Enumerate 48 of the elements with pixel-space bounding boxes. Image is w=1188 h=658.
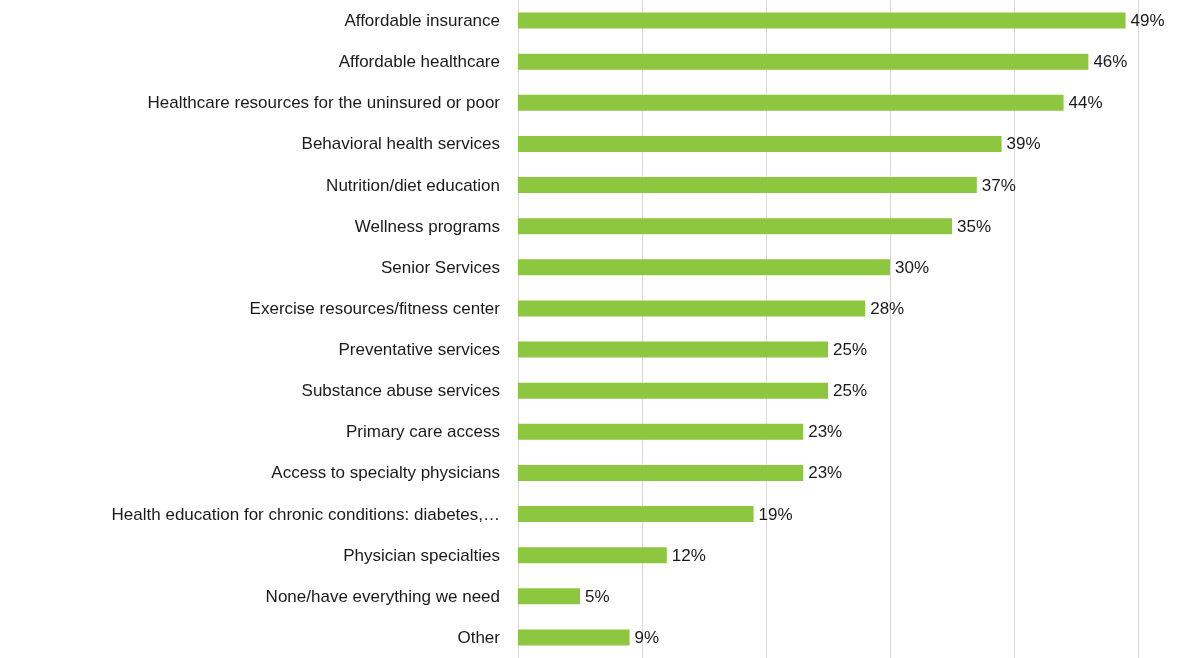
y-tick-label: Other — [457, 627, 501, 647]
y-tick-label: Nutrition/diet education — [326, 175, 500, 195]
bar — [518, 547, 667, 564]
y-tick-label: Wellness programs — [354, 216, 500, 236]
y-tick-label: Physician specialties — [343, 545, 500, 565]
y-tick-label: Access to specialty physicians — [271, 463, 500, 483]
data-label: 12% — [671, 545, 706, 565]
data-label: 28% — [870, 298, 905, 318]
bar — [518, 218, 952, 235]
data-label: 23% — [808, 422, 843, 442]
y-tick-label: Exercise resources/fitness center — [249, 298, 501, 318]
y-tick-label: Behavioral health services — [301, 134, 500, 154]
y-tick-label: Primary care access — [346, 422, 500, 442]
bar — [518, 177, 977, 194]
bar — [518, 53, 1089, 70]
bar — [518, 588, 580, 605]
bar — [518, 300, 866, 317]
bar — [518, 341, 828, 358]
bar — [518, 464, 804, 481]
y-tick-label: Preventative services — [338, 340, 500, 360]
y-tick-label: None/have everything we need — [265, 586, 500, 606]
data-label: 23% — [808, 463, 843, 483]
bar — [518, 94, 1064, 111]
data-label: 19% — [758, 504, 793, 524]
bar — [518, 629, 630, 646]
data-label: 46% — [1093, 52, 1128, 72]
data-label: 25% — [833, 340, 868, 360]
y-tick-label: Substance abuse services — [301, 381, 500, 401]
y-tick-label: Affordable healthcare — [338, 52, 500, 72]
bar — [518, 423, 804, 440]
bar — [518, 382, 828, 399]
data-label: 44% — [1068, 93, 1103, 113]
bar — [518, 135, 1002, 152]
y-tick-label: Senior Services — [380, 257, 500, 277]
y-tick-label: Healthcare resources for the uninsured or poor — [147, 93, 501, 113]
bar — [518, 12, 1126, 29]
data-label: 9% — [634, 627, 660, 647]
bar — [518, 506, 754, 523]
data-label: 39% — [1006, 134, 1041, 154]
bar — [518, 259, 890, 276]
data-label: 37% — [981, 175, 1016, 195]
data-label: 25% — [833, 381, 868, 401]
data-label: 5% — [585, 586, 610, 606]
y-tick-label: Health education for chronic conditions: diabetes,… — [111, 504, 500, 524]
data-label: 49% — [1130, 11, 1165, 31]
data-label: 30% — [895, 257, 930, 277]
y-tick-label: Affordable insurance — [344, 11, 500, 31]
data-label: 35% — [957, 216, 992, 236]
